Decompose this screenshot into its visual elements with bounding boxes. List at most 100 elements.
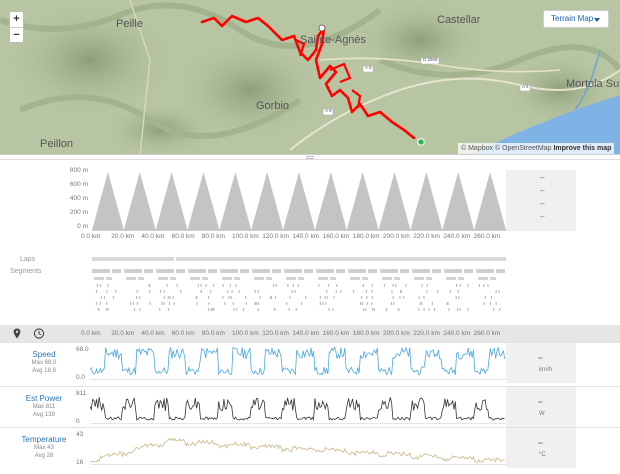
- segment-bar[interactable]: [231, 290, 233, 293]
- segment-bar[interactable]: [288, 308, 290, 311]
- segment-bar[interactable]: [400, 290, 402, 293]
- segment-bar[interactable]: [212, 284, 215, 287]
- segment-bar[interactable]: [149, 284, 151, 287]
- segment-bar[interactable]: [437, 290, 439, 293]
- segment-bar[interactable]: [383, 284, 386, 287]
- segment-bar[interactable]: [322, 302, 324, 305]
- segment-bar[interactable]: [172, 296, 174, 299]
- segment-bar[interactable]: [426, 277, 432, 280]
- segment-bar[interactable]: [220, 269, 238, 273]
- segment-bar[interactable]: [130, 302, 132, 305]
- segment-bar[interactable]: [136, 296, 138, 299]
- segment-bar[interactable]: [161, 302, 163, 305]
- segment-bar[interactable]: [274, 308, 276, 311]
- segment-bar[interactable]: [126, 277, 136, 280]
- segment-bar[interactable]: [478, 277, 488, 280]
- segment-bar[interactable]: [490, 277, 496, 280]
- segment-bar[interactable]: [274, 296, 277, 299]
- segment-bar[interactable]: [365, 290, 368, 293]
- segment-bar[interactable]: [399, 296, 401, 299]
- segment-bar[interactable]: [233, 308, 235, 311]
- segment-bar[interactable]: [484, 296, 486, 299]
- segment-bar[interactable]: [107, 308, 109, 311]
- segment-bar[interactable]: [255, 302, 258, 305]
- segment-bar[interactable]: [224, 302, 226, 305]
- segment-bar[interactable]: [291, 290, 293, 293]
- segment-bar[interactable]: [105, 308, 107, 311]
- segment-bar[interactable]: [136, 290, 138, 293]
- segment-bar[interactable]: [318, 284, 320, 287]
- segment-bar[interactable]: [455, 296, 457, 299]
- segment-bar[interactable]: [139, 296, 141, 299]
- segment-bar[interactable]: [362, 277, 368, 280]
- segment-bar[interactable]: [158, 277, 168, 280]
- segment-bar[interactable]: [490, 296, 493, 299]
- segment-bar[interactable]: [403, 296, 405, 299]
- segment-bar[interactable]: [124, 269, 142, 273]
- segment-bar[interactable]: [292, 284, 294, 287]
- segment-bar[interactable]: [319, 296, 322, 299]
- segment-bar[interactable]: [398, 308, 400, 311]
- segment-bar[interactable]: [92, 257, 174, 261]
- segment-bar[interactable]: [149, 302, 151, 305]
- segment-bar[interactable]: [266, 277, 272, 280]
- segment-bar[interactable]: [386, 308, 388, 311]
- segment-bar[interactable]: [170, 277, 176, 280]
- segment-bar[interactable]: [324, 296, 326, 299]
- segment-bar[interactable]: [412, 269, 430, 273]
- segment-bar[interactable]: [148, 290, 151, 293]
- segment-bar[interactable]: [242, 308, 245, 311]
- stream-chart[interactable]: [90, 389, 506, 425]
- segment-bar[interactable]: [228, 296, 230, 299]
- mapbox-credit-link[interactable]: © Mapbox: [461, 145, 494, 152]
- segment-bar[interactable]: [240, 269, 249, 273]
- segment-bar[interactable]: [330, 277, 336, 280]
- segment-bar[interactable]: [213, 308, 215, 311]
- segment-bar[interactable]: [458, 277, 464, 280]
- segment-bar[interactable]: [207, 296, 210, 299]
- segment-bar[interactable]: [180, 290, 182, 293]
- segment-bar[interactable]: [269, 296, 272, 299]
- segment-bar[interactable]: [366, 296, 368, 299]
- segment-bar[interactable]: [426, 290, 428, 293]
- osm-credit-link[interactable]: © OpenStreetMap: [494, 145, 552, 152]
- segment-bar[interactable]: [464, 269, 473, 273]
- segment-bar[interactable]: [371, 296, 373, 299]
- segment-bar[interactable]: [159, 290, 162, 293]
- segment-bar[interactable]: [446, 302, 448, 305]
- segment-bar[interactable]: [286, 302, 288, 305]
- segment-bar[interactable]: [365, 308, 367, 311]
- clock-icon[interactable]: [32, 327, 46, 340]
- segment-bar[interactable]: [361, 302, 364, 305]
- segment-bar[interactable]: [483, 302, 485, 305]
- segment-bar[interactable]: [212, 308, 214, 311]
- segment-bar[interactable]: [400, 269, 409, 273]
- segment-bar[interactable]: [112, 269, 121, 273]
- segment-bar[interactable]: [333, 296, 335, 299]
- segment-bar[interactable]: [421, 284, 423, 287]
- segment-bar[interactable]: [132, 302, 134, 305]
- segment-bar[interactable]: [273, 284, 275, 287]
- segment-bar[interactable]: [391, 290, 393, 293]
- zoom-out-button[interactable]: −: [10, 27, 23, 42]
- segment-bar[interactable]: [325, 302, 327, 305]
- segment-bar[interactable]: [340, 290, 342, 293]
- segment-bar[interactable]: [272, 269, 281, 273]
- segment-bar[interactable]: [94, 277, 104, 280]
- resize-handle[interactable]: [306, 155, 314, 159]
- segment-bar[interactable]: [393, 302, 395, 305]
- segment-bar[interactable]: [210, 290, 212, 293]
- segment-bar[interactable]: [244, 296, 247, 299]
- segment-bar[interactable]: [446, 277, 456, 280]
- segment-bar[interactable]: [163, 290, 165, 293]
- segment-bar[interactable]: [173, 302, 175, 305]
- segment-bar[interactable]: [467, 308, 469, 311]
- segment-bar[interactable]: [459, 284, 461, 287]
- segment-bar[interactable]: [493, 308, 495, 311]
- segment-bar[interactable]: [254, 290, 256, 293]
- segment-bar[interactable]: [166, 284, 168, 287]
- segment-bar[interactable]: [495, 290, 497, 293]
- segment-bar[interactable]: [298, 277, 304, 280]
- segment-bar[interactable]: [431, 302, 433, 305]
- elevation-chart[interactable]: [92, 170, 506, 231]
